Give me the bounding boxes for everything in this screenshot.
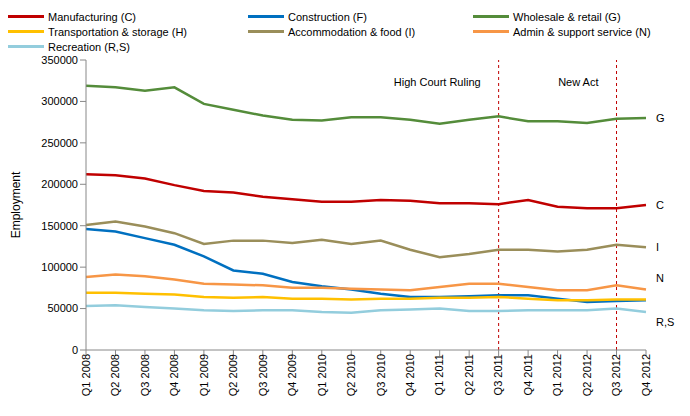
html-text:Transportation & storage (H): Transportation & storage (H) bbox=[48, 25, 187, 38]
svg-text:Q1 2010: Q1 2010 bbox=[316, 354, 328, 396]
svg-text:Q4 2011: Q4 2011 bbox=[522, 354, 534, 395]
svg-text:Q2 2012: Q2 2012 bbox=[581, 354, 593, 396]
svg-text:Q3 2008: Q3 2008 bbox=[139, 354, 151, 396]
html-text:Recreation (R,S): Recreation (R,S) bbox=[48, 40, 130, 53]
svg-text:Q2 2009: Q2 2009 bbox=[227, 354, 239, 396]
svg-text:350000: 350000 bbox=[41, 54, 78, 66]
svg-text:Q1 2008: Q1 2008 bbox=[80, 354, 92, 396]
svg-text:R,S: R,S bbox=[656, 316, 674, 328]
svg-text:300000: 300000 bbox=[41, 95, 78, 107]
svg-text:Q2 2008: Q2 2008 bbox=[109, 354, 121, 396]
svg-text:Q3 2009: Q3 2009 bbox=[257, 354, 269, 396]
svg-text:Q2 2010: Q2 2010 bbox=[345, 354, 357, 396]
svg-text:G: G bbox=[656, 112, 665, 124]
svg-text:Q2 2011: Q2 2011 bbox=[463, 354, 475, 395]
svg-text:Q3 2010: Q3 2010 bbox=[375, 354, 387, 396]
svg-text:0: 0 bbox=[72, 344, 78, 356]
svg-text:New Act: New Act bbox=[558, 76, 598, 88]
svg-text:150000: 150000 bbox=[41, 220, 78, 232]
svg-text:High Court Ruling: High Court Ruling bbox=[394, 76, 481, 88]
svg-text:I: I bbox=[656, 241, 659, 253]
svg-text:100000: 100000 bbox=[41, 261, 78, 273]
svg-text:50000: 50000 bbox=[47, 302, 78, 314]
svg-text:Q3 2011: Q3 2011 bbox=[492, 354, 504, 395]
svg-text:Q1 2011: Q1 2011 bbox=[433, 354, 445, 395]
svg-text:Q1 2012: Q1 2012 bbox=[551, 354, 563, 396]
html-text:Accommodation & food (I): Accommodation & food (I) bbox=[288, 25, 416, 38]
svg-text:Q4 2008: Q4 2008 bbox=[168, 354, 180, 396]
svg-text:Q4 2010: Q4 2010 bbox=[404, 354, 416, 396]
svg-text:Q4 2012: Q4 2012 bbox=[640, 354, 652, 396]
html-text:Manufacturing (C): Manufacturing (C) bbox=[48, 10, 136, 23]
svg-text:Q4 2009: Q4 2009 bbox=[286, 354, 298, 396]
html-text:Wholesale & retail (G): Wholesale & retail (G) bbox=[513, 10, 621, 23]
html-text:Admin & support service (N): Admin & support service (N) bbox=[513, 25, 651, 38]
svg-text:Q3 2012: Q3 2012 bbox=[610, 354, 622, 396]
svg-text:N: N bbox=[656, 272, 664, 284]
svg-text:C: C bbox=[656, 199, 664, 211]
svg-text:Employment: Employment bbox=[9, 171, 23, 238]
svg-text:250000: 250000 bbox=[41, 137, 78, 149]
html-text:Construction (F): Construction (F) bbox=[288, 10, 367, 23]
svg-text:200000: 200000 bbox=[41, 178, 78, 190]
svg-text:Q1 2009: Q1 2009 bbox=[198, 354, 210, 396]
